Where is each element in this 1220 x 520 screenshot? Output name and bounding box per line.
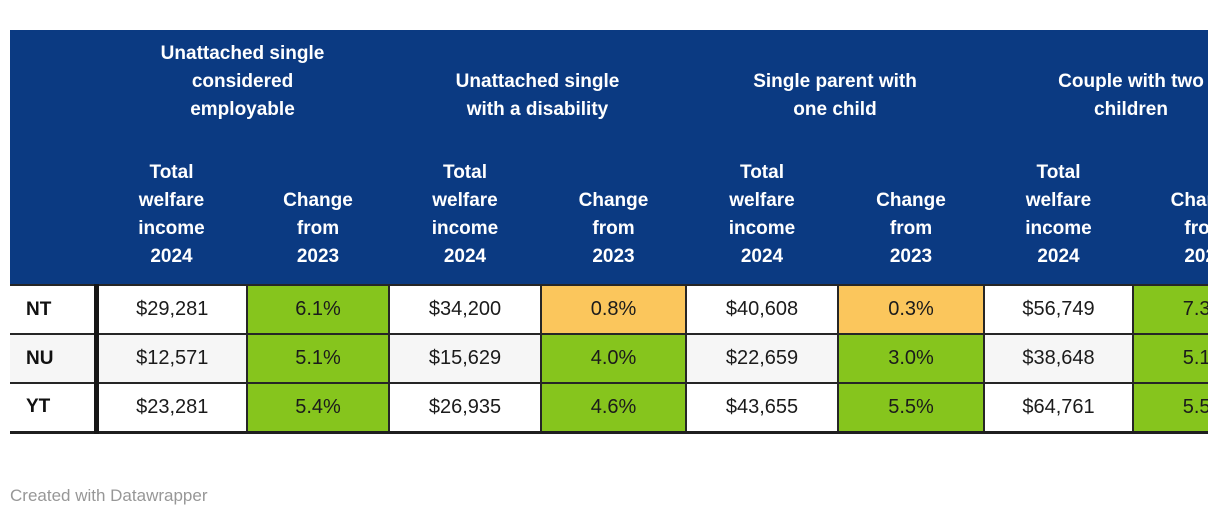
welfare-table-viewport: Unattached single considered employable … (10, 30, 1208, 445)
column-header-change-2: Change from 2023 (541, 126, 686, 285)
cell-change: 0.8% (540, 284, 687, 335)
column-group-unattached-employable: Unattached single considered employable (96, 30, 389, 126)
column-group-unattached-disability: Unattached single with a disability (389, 30, 686, 126)
cell-change: 5.1% (246, 333, 390, 384)
table-body: NT $29,281 6.1% $34,200 0.8% $40,608 0.3… (10, 284, 1208, 434)
cell-total-income: $34,200 (388, 284, 542, 335)
row-label: NT (10, 284, 99, 335)
cell-total-income: $38,648 (983, 333, 1134, 384)
datawrapper-credit-link[interactable]: Created with Datawrapper (10, 486, 208, 505)
column-header-change-3: Change from 2023 (838, 126, 984, 285)
cell-total-income: $15,629 (388, 333, 542, 384)
cell-change: 4.6% (540, 382, 687, 434)
row-label: YT (10, 382, 99, 434)
cell-change: 7.3% (1132, 284, 1208, 335)
row-label: NU (10, 333, 99, 384)
cell-change: 5.1% (1132, 333, 1208, 384)
cell-change: 5.5% (1132, 382, 1208, 434)
column-header-total-income-2: Total welfare income 2024 (389, 126, 541, 285)
cell-total-income: $29,281 (95, 284, 248, 335)
column-header-row: Total welfare income 2024 Change from 20… (10, 126, 1208, 285)
column-group-single-parent: Single parent with one child (686, 30, 984, 126)
cell-total-income: $64,761 (983, 382, 1134, 434)
cell-total-income: $40,608 (685, 284, 839, 335)
cell-change: 0.3% (837, 284, 985, 335)
column-header-total-income-3: Total welfare income 2024 (686, 126, 838, 285)
column-header-change-1: Change from 2023 (247, 126, 389, 285)
column-header-change-4: Change from 2023 (1133, 126, 1208, 285)
column-group-couple-two-children: Couple with two children (984, 30, 1208, 126)
table-row-nt: NT $29,281 6.1% $34,200 0.8% $40,608 0.3… (10, 284, 1208, 335)
table-header: Unattached single considered employable … (10, 30, 1208, 285)
column-header-total-income-1: Total welfare income 2024 (96, 126, 247, 285)
cell-total-income: $23,281 (95, 382, 248, 434)
cell-change: 3.0% (837, 333, 985, 384)
column-group-header-row: Unattached single considered employable … (10, 30, 1208, 126)
cell-total-income: $43,655 (685, 382, 839, 434)
column-header-total-income-4: Total welfare income 2024 (984, 126, 1133, 285)
cell-total-income: $12,571 (95, 333, 248, 384)
table-row-nu: NU $12,571 5.1% $15,629 4.0% $22,659 3.0… (10, 333, 1208, 384)
table-row-yt: YT $23,281 5.4% $26,935 4.6% $43,655 5.5… (10, 382, 1208, 434)
cell-total-income: $56,749 (983, 284, 1134, 335)
cell-change: 4.0% (540, 333, 687, 384)
corner-cell (10, 30, 96, 126)
cell-change: 5.4% (246, 382, 390, 434)
cell-change: 5.5% (837, 382, 985, 434)
cell-total-income: $22,659 (685, 333, 839, 384)
welfare-income-table: Unattached single considered employable … (10, 30, 1208, 434)
cell-total-income: $26,935 (388, 382, 542, 434)
cell-change: 6.1% (246, 284, 390, 335)
corner-cell (10, 126, 96, 285)
